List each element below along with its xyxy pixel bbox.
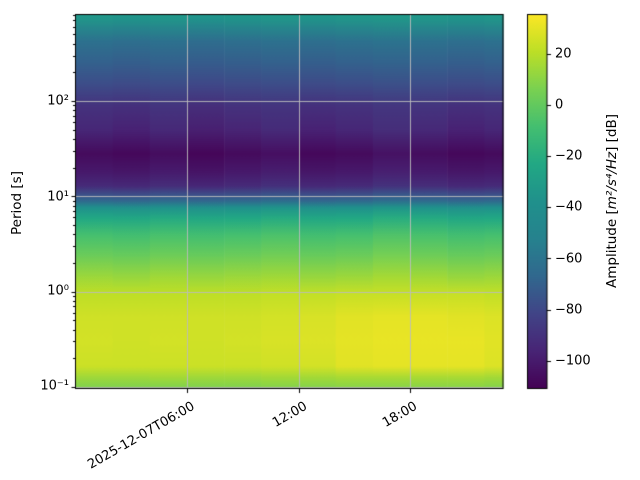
colorbar-tick-label-m80: −80 [555,302,583,318]
colorbar-label-suffix: ] [dB] [604,113,620,152]
colorbar-tick-label-m100: −100 [555,353,591,369]
y-tick-label-10: 10¹ [47,189,69,205]
colorbar-label-math-units: m²/s⁴/Hz [604,151,620,210]
colorbar-axis-label: Amplitude [m²/s⁴/Hz] [dB] [604,114,620,288]
y-axis-label: Period [s] [9,171,25,235]
colorbar-tick-label-0: 0 [555,97,564,113]
colorbar-label-prefix: Amplitude [ [604,209,620,289]
y-tick-label-100: 10² [47,93,69,109]
colorbar-tick-label-m60: −60 [555,251,583,267]
y-tick-label-1: 10⁰ [47,283,69,299]
y-tick-label-0p1: 10⁻¹ [40,378,69,394]
colorbar-tick-label-m20: −20 [555,148,583,164]
colorbar-tick-label-m40: −40 [555,199,583,215]
colorbar-tick-label-20: 20 [555,46,572,62]
